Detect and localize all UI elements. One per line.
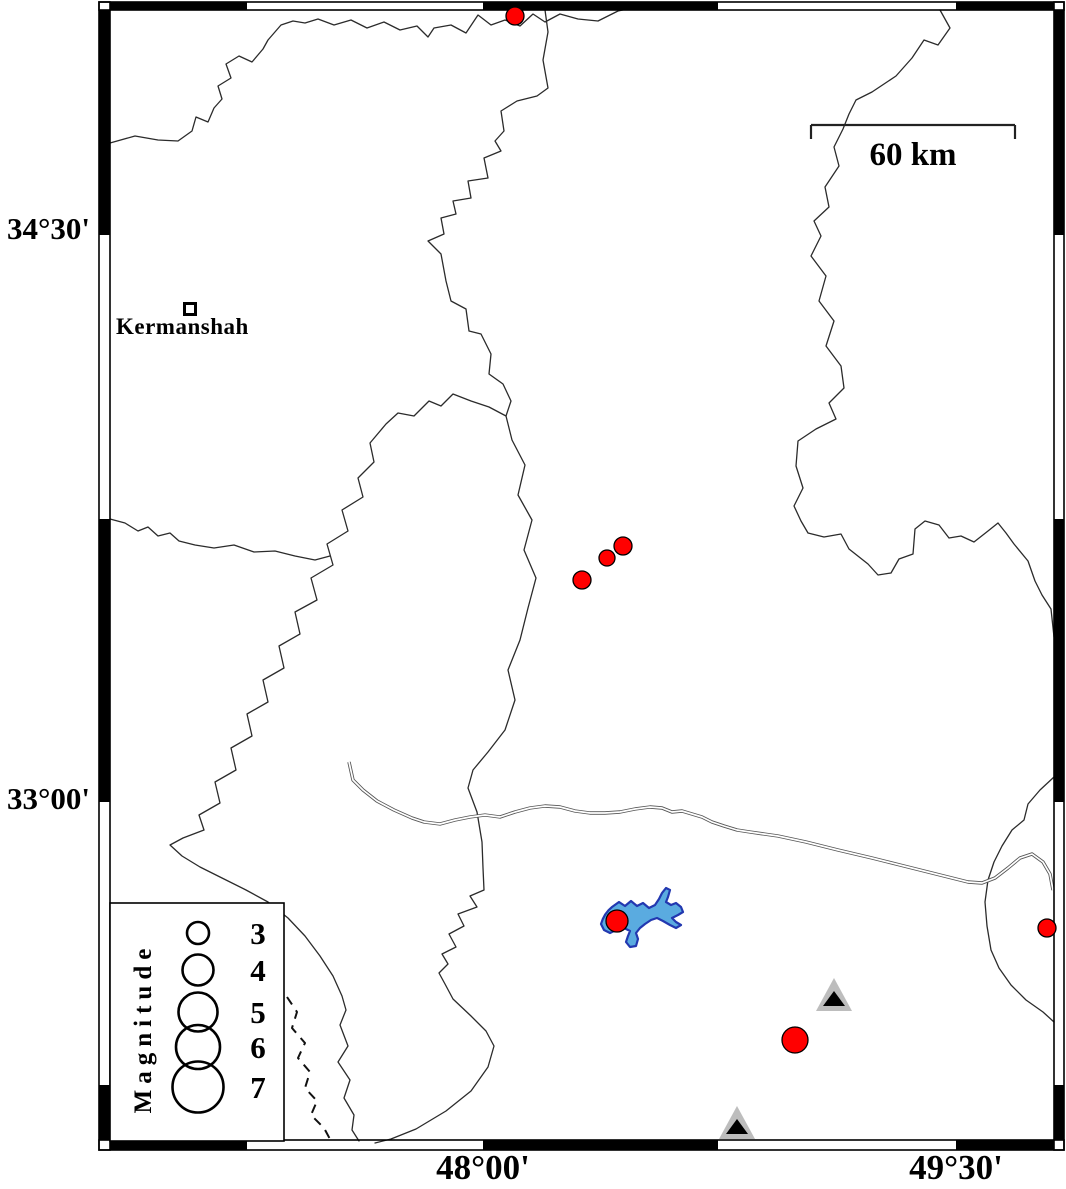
legend-label-m5: 5 xyxy=(250,995,266,1030)
stations-layer xyxy=(719,978,852,1139)
earthquake-marker xyxy=(605,909,629,933)
legend-circle-m6 xyxy=(174,1023,222,1071)
legend-label-m6: 6 xyxy=(250,1030,266,1065)
frame-band xyxy=(99,10,110,235)
frame-band xyxy=(956,2,1054,10)
frame-outer-line xyxy=(98,1,1065,1151)
legend-label-m7: 7 xyxy=(250,1070,266,1105)
province-boundary xyxy=(374,415,537,1144)
frame-band xyxy=(956,1140,1054,1150)
station-triangle-core xyxy=(726,1119,748,1134)
scale-bar xyxy=(809,123,1017,139)
earthquake-marker xyxy=(613,536,633,556)
earthquake-marker xyxy=(781,1026,809,1054)
river-centerline xyxy=(348,761,1054,891)
legend-label-m4: 4 xyxy=(250,953,266,988)
lon-tick-label-48-00: 48°00' xyxy=(436,1148,530,1187)
earthquake-marker xyxy=(505,6,525,26)
province-boundary xyxy=(109,518,331,561)
river-layer xyxy=(347,761,1055,891)
dashed-boundary xyxy=(286,996,332,1142)
frame-band xyxy=(1054,10,1064,235)
frame-band xyxy=(99,1085,110,1140)
frame-band xyxy=(1054,1085,1064,1140)
scale-bar-label: 60 km xyxy=(869,137,957,173)
frame-band xyxy=(483,1140,718,1150)
frame-corner xyxy=(1053,1,1065,11)
frame-corner xyxy=(98,1,111,11)
earthquake-marker xyxy=(1037,918,1057,938)
earthquake-marker xyxy=(572,570,592,590)
frame-corner xyxy=(98,1139,111,1151)
earthquake-marker xyxy=(598,549,616,567)
frame-band xyxy=(1054,519,1064,802)
frame-corner xyxy=(1053,1139,1065,1151)
frame-band xyxy=(99,519,110,802)
frame-inner-line xyxy=(109,9,1055,1141)
magnitude-legend: 3 4 5 6 7 xyxy=(109,902,285,1142)
legend-circle-m7 xyxy=(171,1060,225,1114)
legend-circle-m3 xyxy=(185,920,211,946)
legend-label-m3: 3 xyxy=(250,916,266,951)
lat-tick-label-33-00: 33°00' xyxy=(6,781,90,816)
lake xyxy=(599,886,685,949)
station-triangle-core xyxy=(823,991,845,1006)
province-boundary xyxy=(793,9,1055,638)
map-frame xyxy=(98,1,1065,1151)
province-boundary xyxy=(984,776,1055,1023)
earthquakes-layer xyxy=(505,6,1057,1054)
city-label: Kermanshah xyxy=(116,314,249,339)
province-boundary xyxy=(109,6,638,144)
lon-tick-label-49-30: 49°30' xyxy=(909,1148,1003,1187)
river xyxy=(347,761,1055,891)
frame-band xyxy=(110,2,247,10)
legend-circle-m5 xyxy=(177,991,219,1033)
city-marker-square xyxy=(183,302,197,316)
frame-band xyxy=(110,1140,247,1150)
frame-band xyxy=(483,2,718,10)
legend-title: Magnitude xyxy=(130,942,157,1114)
lat-tick-label-34-30: 34°30' xyxy=(6,211,90,246)
legend-circle-m4 xyxy=(181,953,215,987)
